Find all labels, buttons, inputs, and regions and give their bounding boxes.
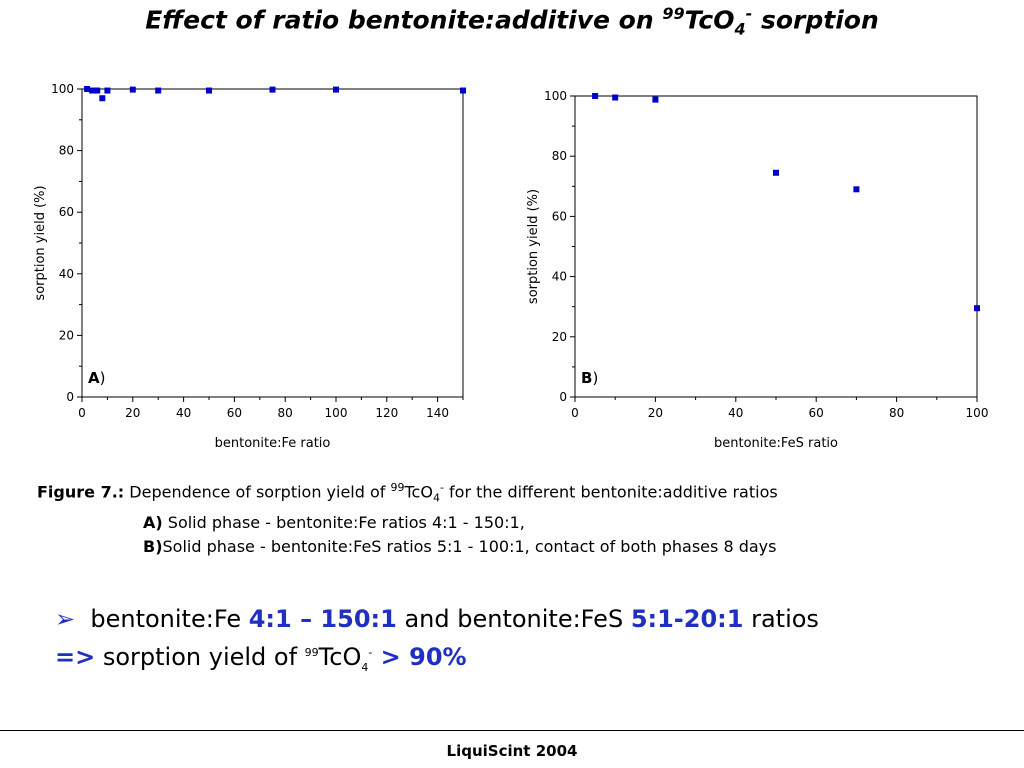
bullet-chem: TcO: [318, 643, 362, 671]
caption-isotope: 99: [390, 481, 405, 494]
bullet-highlight-fe: 4:1 – 150:1: [248, 605, 397, 633]
caption-chem: TcO: [404, 482, 433, 502]
caption-line-2: A) Solid phase - bentonite:Fe ratios 4:1…: [37, 511, 997, 535]
conclusion-bullet: ➢ bentonite:Fe 4:1 – 150:1 and bentonite…: [55, 602, 995, 685]
x-tick-label: 80: [278, 406, 293, 420]
title-subscript: 4: [734, 19, 746, 39]
title-charge: -: [745, 4, 753, 23]
data-point: [99, 95, 106, 102]
y-tick-label: 80: [59, 144, 74, 158]
footer-text: LiquiScint 2004: [446, 742, 578, 760]
caption-text-b: Solid phase - bentonite:FeS ratios 5:1 -…: [162, 536, 777, 556]
bullet-text-2: and bentonite:FeS: [396, 605, 631, 633]
caption-text-end: for the different bentonite:additive rat…: [443, 482, 778, 502]
x-tick-label: 120: [375, 406, 398, 420]
caption-charge: -: [439, 481, 444, 494]
x-axis-label: bentonite:Fe ratio: [215, 436, 331, 451]
data-point: [460, 87, 466, 94]
data-point: [129, 86, 136, 93]
y-tick-label: 60: [59, 205, 74, 219]
caption-line-3: B)Solid phase - bentonite:FeS ratios 5:1…: [37, 535, 997, 559]
caption-text: Dependence of sorption yield of: [124, 482, 391, 502]
slide-title: Effect of ratio bentonite:additive on 99…: [0, 4, 1024, 38]
x-tick-label: 140: [426, 406, 449, 420]
figure-caption: Figure 7.: Dependence of sorption yield …: [37, 476, 997, 559]
caption-text-a: Solid phase - bentonite:Fe ratios 4:1 - …: [162, 512, 525, 532]
data-point: [94, 87, 101, 94]
bullet-text-1: bentonite:Fe: [90, 605, 249, 633]
y-tick-label: 40: [59, 267, 74, 281]
y-tick-label: 20: [59, 328, 74, 342]
y-axis-label: sorption yield (%): [33, 185, 48, 300]
data-point: [89, 87, 96, 94]
caption-line-1: Figure 7.: Dependence of sorption yield …: [37, 476, 997, 511]
bullet-line-2: => sorption yield of 99TcO4- > 90%: [55, 636, 995, 685]
bullet-text-4: sorption yield of: [95, 643, 305, 671]
bullet-charge: -: [368, 646, 373, 659]
x-tick-label: 40: [176, 406, 191, 420]
x-tick-label: 100: [325, 406, 348, 420]
title-text: Effect of ratio bentonite:additive on: [145, 5, 663, 35]
x-tick-label: 20: [125, 406, 140, 420]
bullet-highlight-fes: 5:1-20:1: [630, 605, 744, 633]
bullet-subscript: 4: [361, 660, 369, 674]
caption-subscript: 4: [432, 491, 440, 505]
caption-label-a: A): [143, 512, 163, 532]
title-isotope: 99: [662, 4, 685, 23]
bullet-isotope: 99: [304, 646, 319, 659]
plot-frame: [81, 88, 464, 398]
bullet-line-1: ➢ bentonite:Fe 4:1 – 150:1 and bentonite…: [55, 602, 995, 636]
data-point: [104, 87, 111, 94]
bullet-text-3: ratios: [743, 605, 819, 633]
arrow-bullet-icon: ➢: [55, 605, 76, 633]
panel-label: A): [88, 369, 105, 387]
title-suffix: sorption: [752, 5, 879, 35]
chart-a: 0 20 40 60 80 100 0 20 40 60 80 100 120 140 bentonite:…: [33, 82, 466, 451]
title-chem: TcO: [684, 5, 735, 35]
data-point: [206, 87, 212, 94]
data-point: [333, 86, 339, 93]
x-tick-label: 0: [78, 406, 86, 420]
data-point: [269, 86, 276, 93]
x-tick-label: 60: [227, 406, 242, 420]
bullet-highlight-yield: > 90%: [372, 643, 467, 671]
caption-label-b: B): [143, 536, 163, 556]
caption-figure-label: Figure 7.:: [37, 482, 125, 502]
data-point: [155, 87, 162, 94]
y-tick-label: 0: [66, 390, 74, 404]
y-tick-label: 100: [51, 82, 74, 96]
implies-arrow: =>: [55, 643, 96, 671]
data-point: [84, 86, 91, 92]
footer-divider: [0, 730, 1024, 731]
